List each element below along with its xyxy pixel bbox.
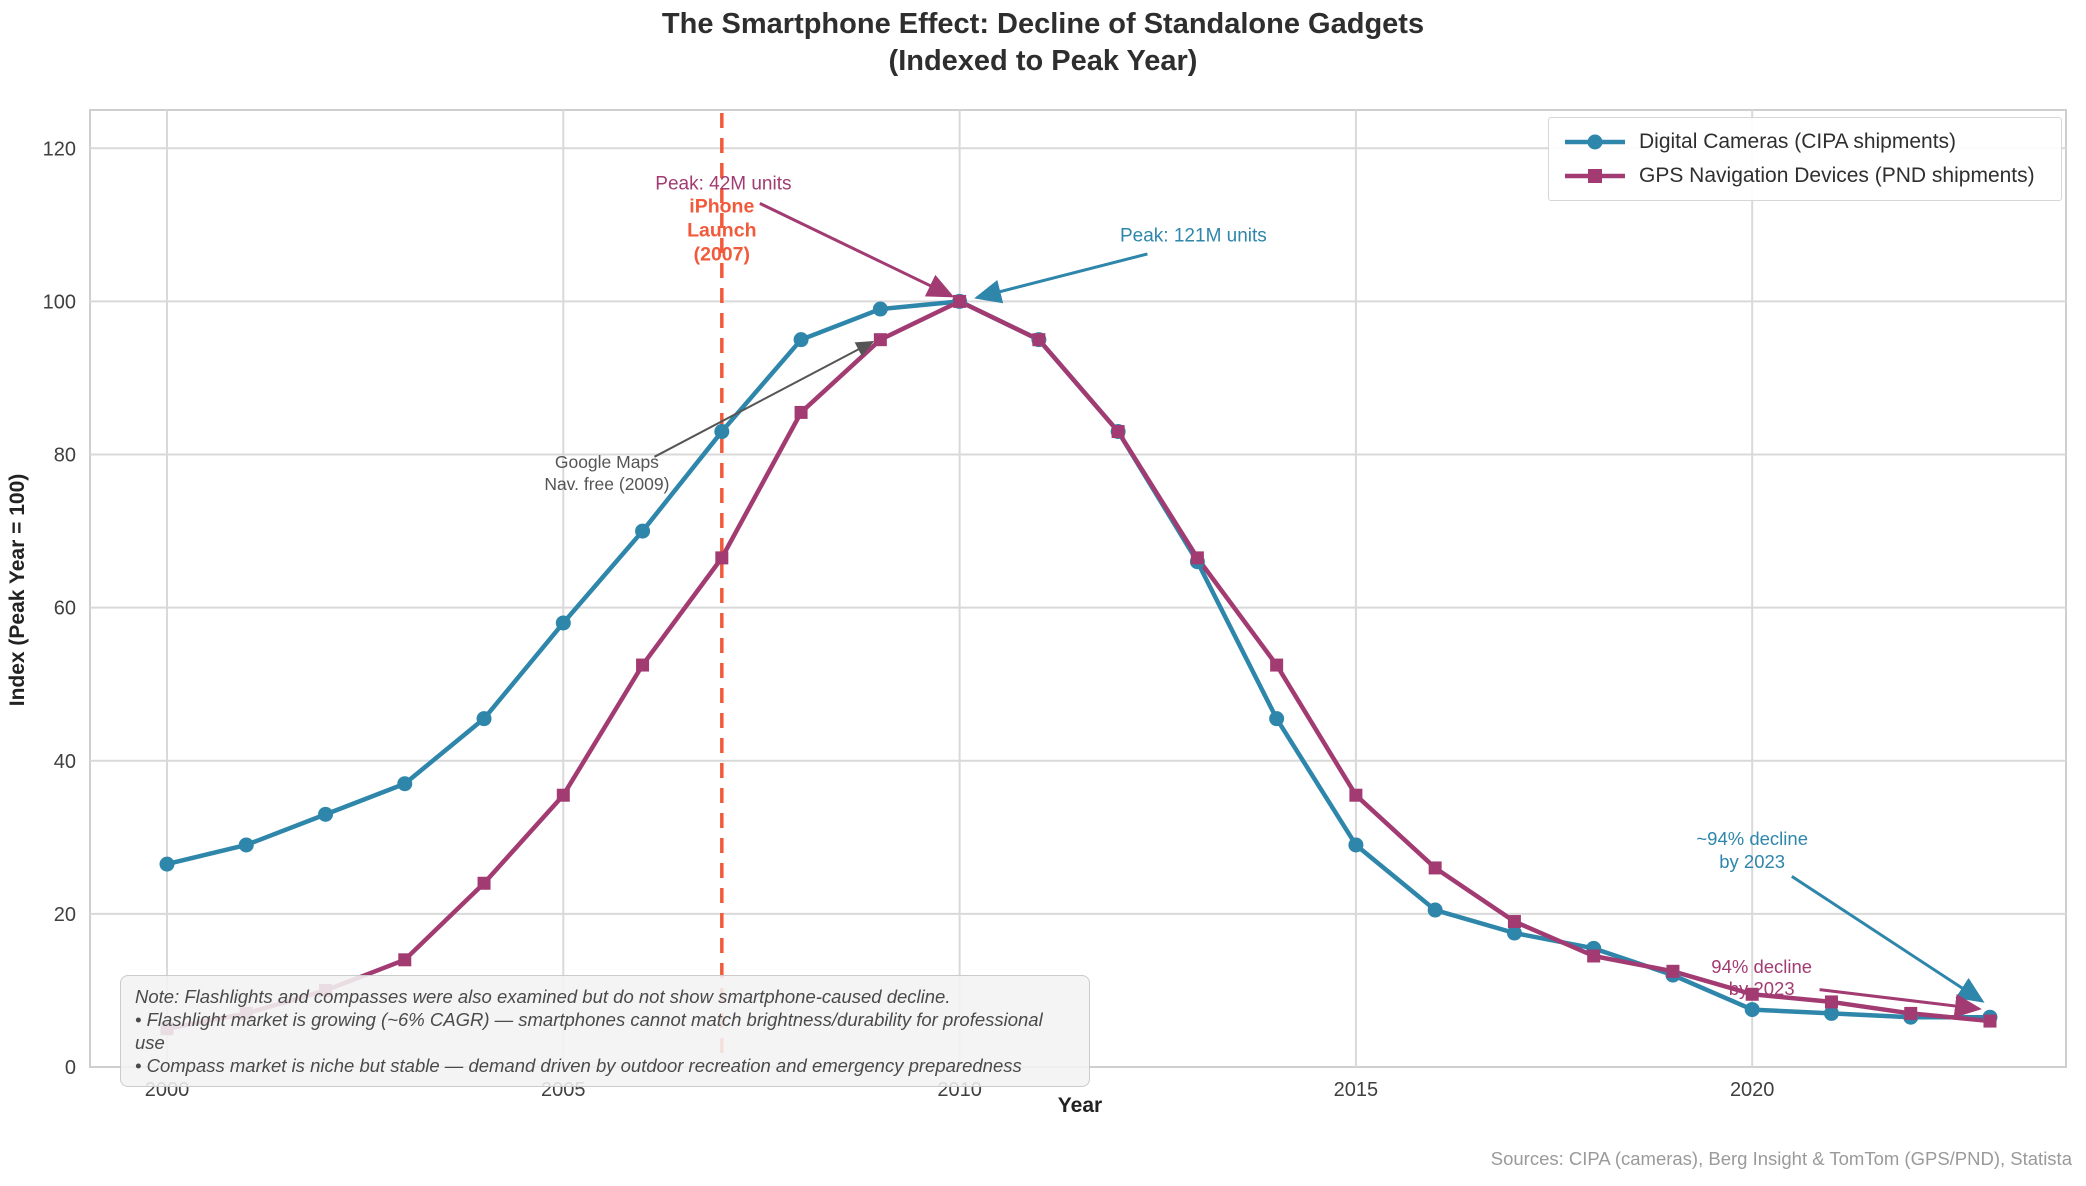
annotation-gps-decline: 94% decline by 2023 <box>1711 956 1813 1000</box>
annotation-gps-peak: Peak: 42M units <box>655 173 792 195</box>
note-line-1: Note: Flashlights and compasses were als… <box>135 986 951 1007</box>
data-point-gps <box>1190 551 1204 565</box>
annotation-arrow-gps-decline <box>1819 988 1982 1018</box>
data-point-gps <box>1587 949 1601 963</box>
data-point-gps <box>1904 1006 1918 1020</box>
series-line-gps <box>166 299 1991 1031</box>
data-point-cameras <box>476 711 492 727</box>
data-point-cameras <box>793 332 809 348</box>
x-tick-label: 2015 <box>1334 1079 1379 1101</box>
legend-label-cameras: Digital Cameras (CIPA shipments) <box>1639 130 1957 153</box>
annotation-arrow-google-maps <box>653 341 875 458</box>
legend-label-gps: GPS Navigation Devices (PND shipments) <box>1639 164 2035 187</box>
data-point-gps <box>1507 915 1521 929</box>
data-point-cameras <box>318 806 334 822</box>
x-axis-label: Year <box>1057 1094 1103 1117</box>
chart-title: The Smartphone Effect: Decline of Standa… <box>0 6 2086 80</box>
note-line-2: • Flashlight market is growing (~6% CAGR… <box>135 1009 1043 1053</box>
sources-note: Sources: CIPA (cameras), Berg Insight & … <box>1490 1148 2072 1169</box>
y-tick-label: 40 <box>54 751 76 773</box>
data-point-gps <box>953 294 967 308</box>
data-point-cameras <box>555 615 571 631</box>
data-point-cameras <box>397 776 413 792</box>
data-point-cameras <box>1348 837 1364 853</box>
data-point-cameras <box>635 523 651 539</box>
annotation-iphone-launch: iPhone Launch (2007) <box>687 195 757 265</box>
data-point-gps <box>715 551 729 565</box>
data-point-gps <box>1111 425 1125 439</box>
data-point-cameras <box>1427 902 1443 918</box>
data-point-cameras <box>1269 711 1285 727</box>
y-tick-label: 80 <box>54 445 76 467</box>
y-tick-label: 0 <box>65 1057 76 1079</box>
data-point-cameras <box>159 856 175 872</box>
data-point-gps <box>1666 964 1680 978</box>
annotation-arrow-gps-peak <box>759 202 955 298</box>
data-point-gps <box>1745 987 1759 1001</box>
annotation-arrow-camera-decline <box>1791 875 1985 1003</box>
note-line-3: • Compass market is niche but stable — d… <box>135 1055 1022 1076</box>
y-tick-label: 60 <box>54 598 76 620</box>
annotation-google-maps: Google Maps Nav. free (2009) <box>544 451 670 494</box>
legend: Digital Cameras (CIPA shipments) GPS Nav… <box>1548 117 2062 201</box>
data-point-gps <box>556 788 570 802</box>
data-point-gps <box>398 953 412 967</box>
data-point-cameras <box>238 837 254 853</box>
data-point-gps <box>794 405 808 419</box>
annotation-camera-decline: ~94% decline by 2023 <box>1696 828 1808 872</box>
chart-title-line2: (Indexed to Peak Year) <box>888 45 1198 77</box>
legend-item-cameras: Digital Cameras (CIPA shipments) <box>1549 130 2061 154</box>
data-point-gps <box>873 333 887 347</box>
legend-item-gps: GPS Navigation Devices (PND shipments) <box>1549 164 2061 188</box>
data-point-gps <box>1983 1014 1997 1028</box>
data-point-gps <box>1349 788 1363 802</box>
y-tick-label: 20 <box>54 904 76 926</box>
annotation-camera-peak: Peak: 121M units <box>1120 225 1267 247</box>
camera-line-marker-icon <box>1565 134 1625 150</box>
chart-title-line1: The Smartphone Effect: Decline of Standa… <box>661 8 1425 40</box>
data-point-cameras <box>1506 925 1522 941</box>
data-point-gps <box>477 876 491 890</box>
note-box: Note: Flashlights and compasses were als… <box>120 975 1090 1087</box>
annotation-arrow-camera-peak <box>974 252 1148 304</box>
data-point-gps <box>1824 995 1838 1009</box>
data-point-gps <box>1270 658 1284 672</box>
y-tick-label: 100 <box>43 291 76 313</box>
data-point-gps <box>1428 861 1442 875</box>
data-point-gps <box>1032 333 1046 347</box>
data-point-cameras <box>714 424 730 440</box>
gps-line-marker-icon <box>1565 169 1625 183</box>
data-point-cameras <box>1744 1002 1760 1018</box>
y-tick-label: 120 <box>43 138 76 160</box>
data-point-cameras <box>872 301 888 317</box>
y-axis-label: Index (Peak Year = 100) <box>6 473 29 707</box>
data-point-gps <box>636 658 650 672</box>
x-tick-label: 2020 <box>1730 1079 1775 1101</box>
plot-area <box>89 109 2067 1068</box>
data-point-cameras <box>1823 1005 1839 1021</box>
